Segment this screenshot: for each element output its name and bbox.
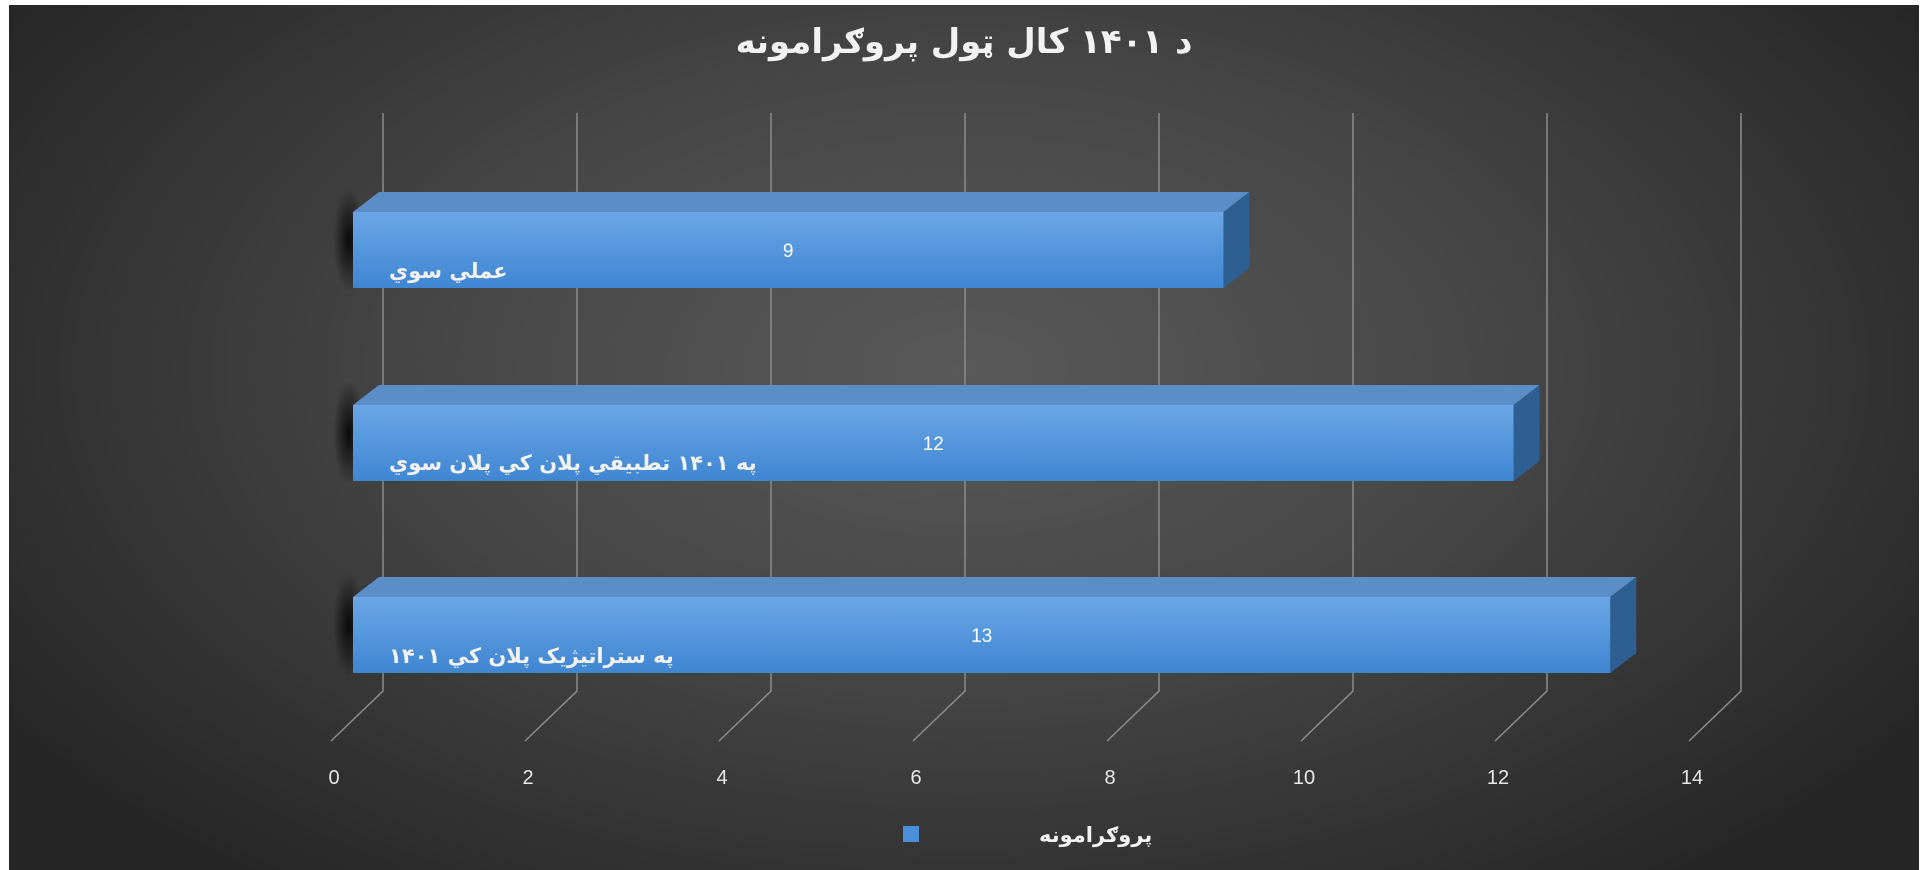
bar — [353, 405, 1514, 481]
bar-top-face — [353, 192, 1250, 212]
x-tick-label: 10 — [1293, 767, 1315, 789]
x-tick-label: 4 — [716, 767, 727, 789]
gridline — [330, 113, 384, 742]
gridline — [1106, 113, 1160, 742]
bar-side-face — [1223, 192, 1250, 288]
bar-chart: د ۱۴۰۱ کال ټول پروګرامونه 13 12 9 په سترات… — [328, 22, 1742, 847]
category-label: عملي سوي — [389, 259, 508, 284]
x-tick-label: 6 — [910, 767, 921, 789]
chart-area: د ۱۴۰۱ کال ټول پروګرامونه 13 12 9 په سترات… — [9, 5, 1919, 870]
legend-swatch — [903, 826, 919, 842]
gridline — [1494, 113, 1548, 742]
bar — [353, 597, 1611, 673]
legend: پروګرامونه — [903, 823, 1152, 847]
gridline — [1688, 113, 1742, 742]
bar-data-label: 12 — [923, 434, 944, 455]
category-label: په ۱۴۰۱ تطبیقي پلان کي پلان سوي — [389, 451, 757, 476]
gridline — [524, 113, 578, 742]
gridline — [1300, 113, 1354, 742]
bar-top-face — [353, 385, 1540, 405]
bar-data-label: 9 — [783, 241, 794, 262]
x-tick-label: 12 — [1487, 767, 1509, 789]
x-tick-label: 2 — [522, 767, 533, 789]
bar-side-face — [1513, 385, 1540, 481]
x-tick-label: 14 — [1681, 767, 1703, 789]
bars: 13 12 9 — [333, 188, 1637, 677]
gridline — [912, 113, 966, 742]
bar — [353, 212, 1224, 288]
bar-side-face — [1610, 577, 1637, 673]
legend-label: پروګرامونه — [1039, 823, 1152, 847]
x-tick-label: 0 — [328, 767, 339, 789]
x-tick-label: 8 — [1104, 767, 1115, 789]
category-labels: په ستراتیژیک پلان کي ۱۴۰۱ په ۱۴۰۱ تطبیقي … — [389, 259, 757, 668]
gridline — [718, 113, 772, 742]
gridlines — [330, 113, 1742, 742]
category-label: په ستراتیژیک پلان کي ۱۴۰۱ — [389, 644, 674, 668]
chart-title: د ۱۴۰۱ کال ټول پروګرامونه — [736, 22, 1193, 62]
bar-top-face — [353, 577, 1637, 597]
x-axis-ticks: 0 2 4 6 8 10 12 14 — [328, 767, 1703, 789]
bar-data-label: 13 — [971, 626, 992, 647]
